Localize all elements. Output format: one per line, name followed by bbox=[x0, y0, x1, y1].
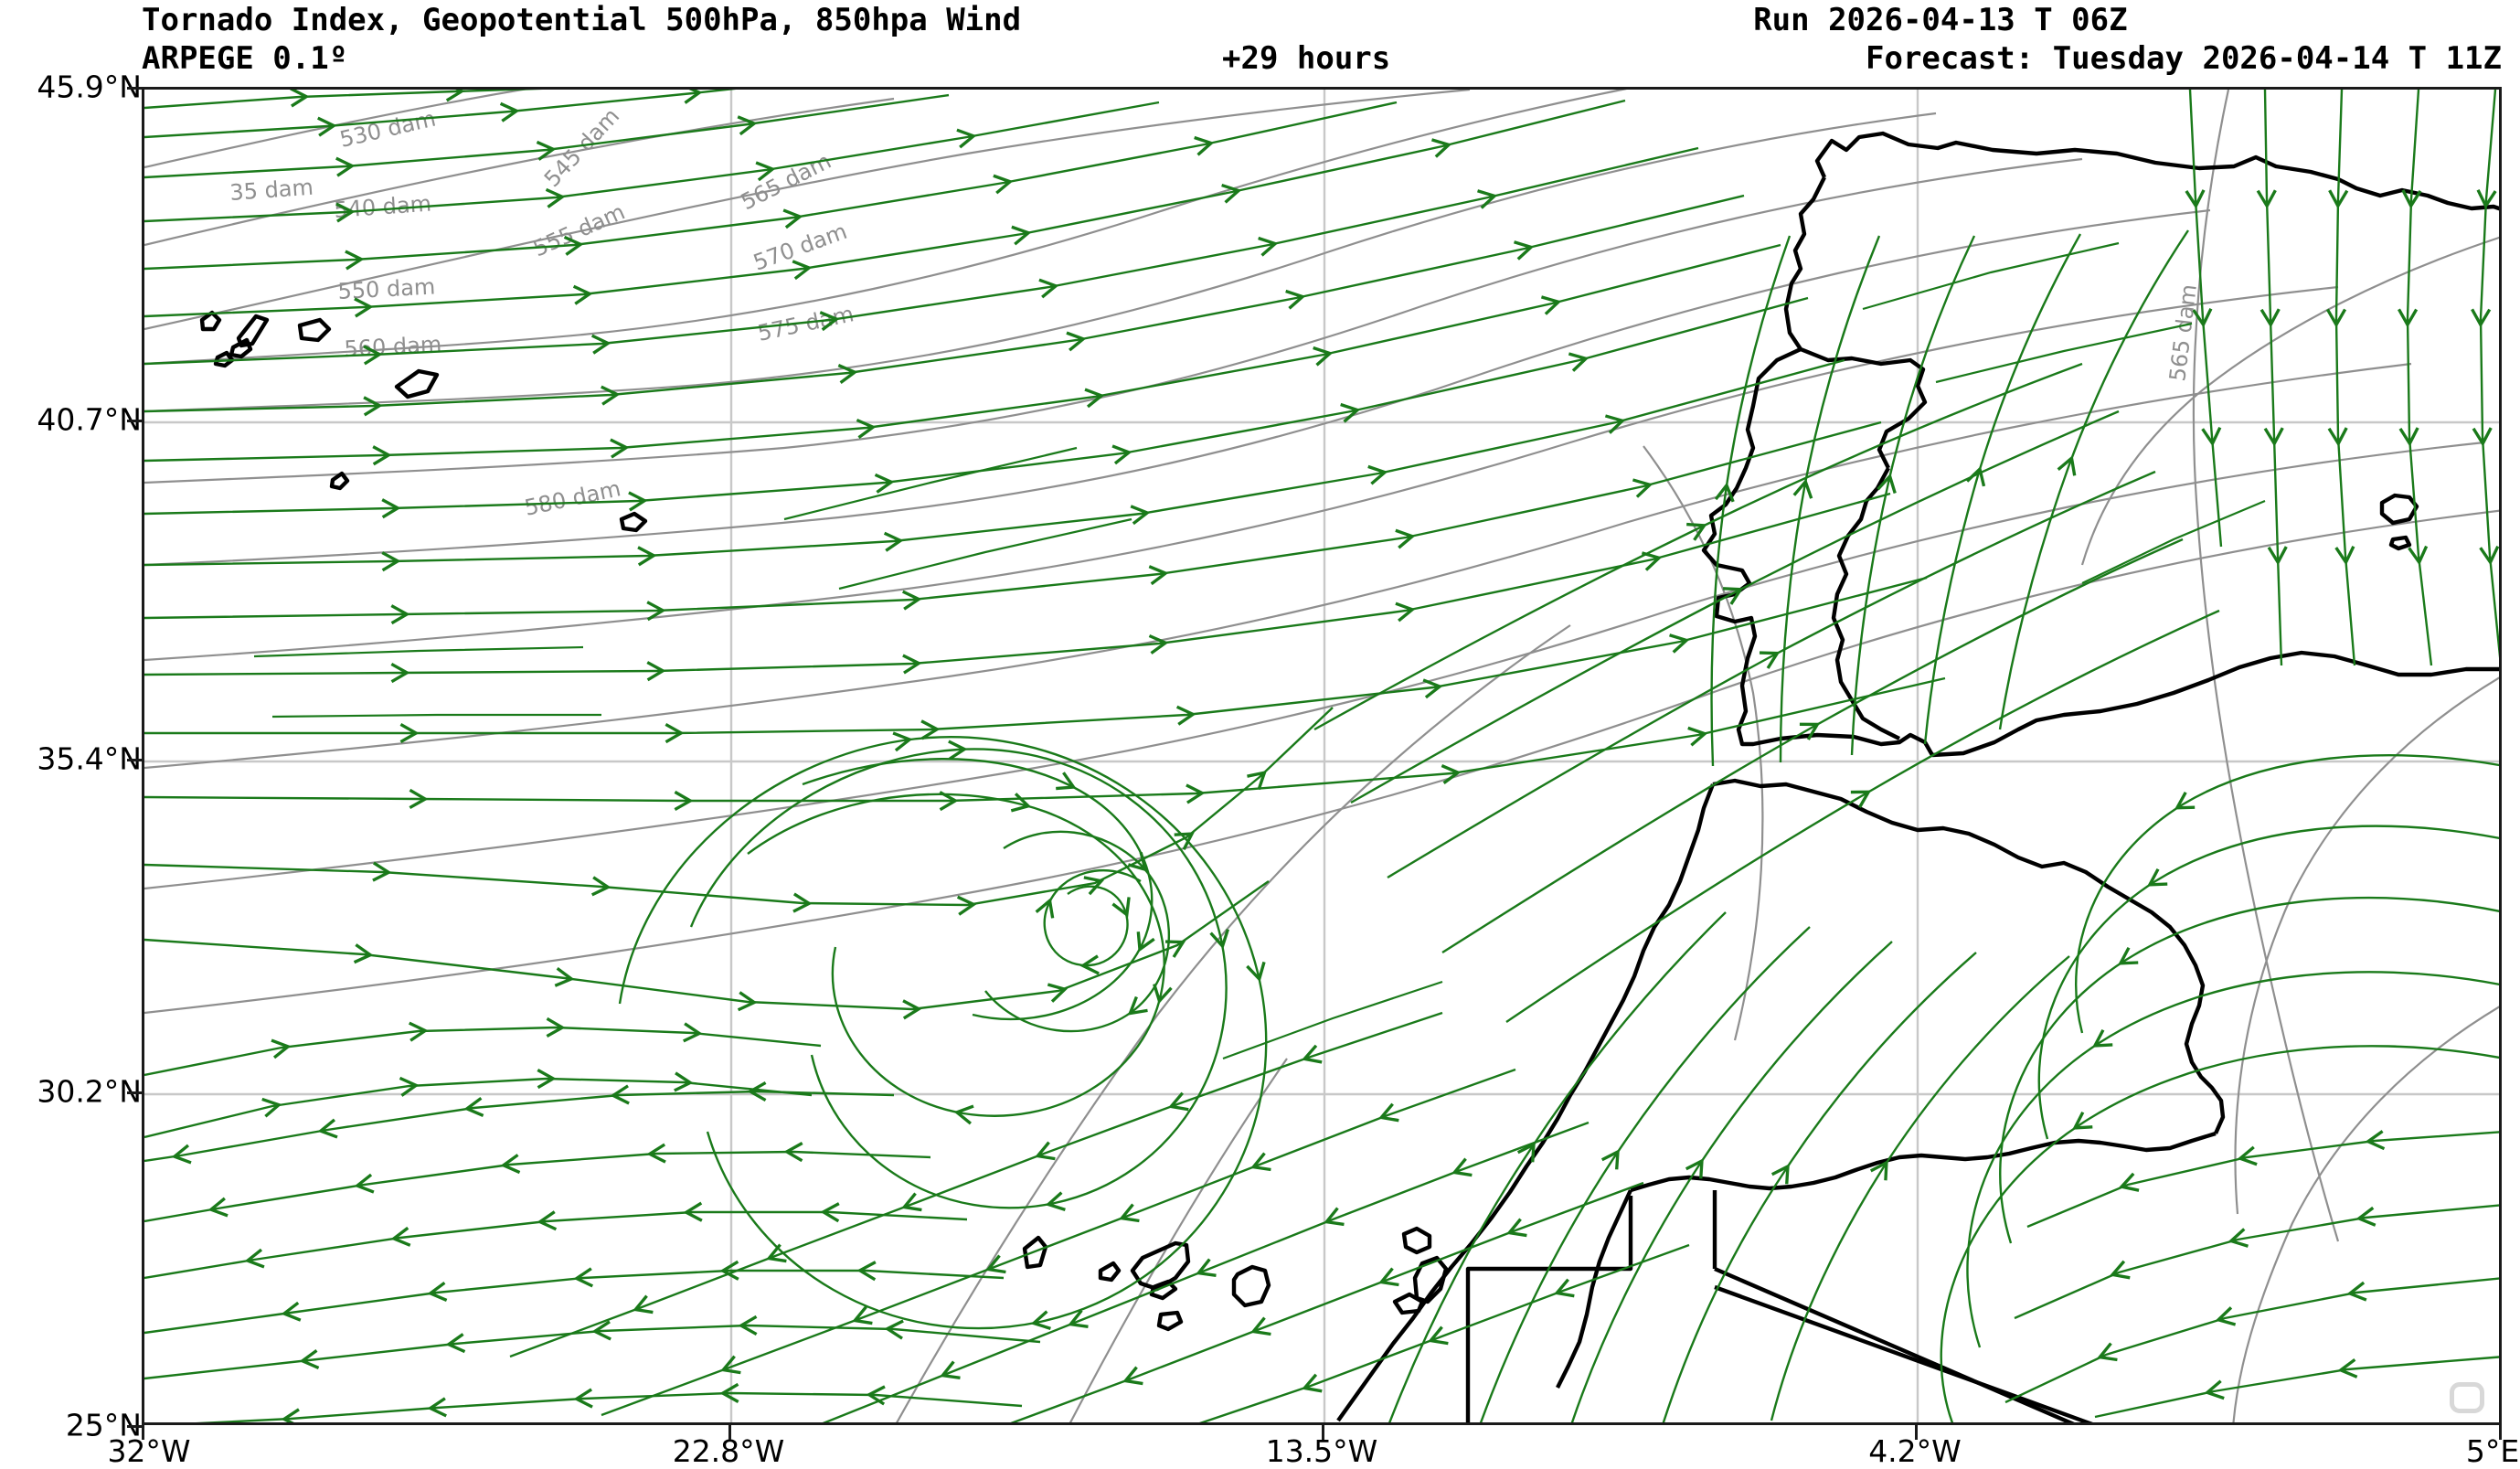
x-tick-label-5e: 5°E bbox=[2465, 1433, 2520, 1469]
svg-text:560 dam: 560 dam bbox=[344, 331, 442, 362]
geopotential-contours bbox=[144, 90, 2499, 1422]
y-tick-mark bbox=[127, 87, 142, 90]
y-tick-label-35-4n: 35.4°N bbox=[37, 740, 142, 777]
svg-text:580 dam: 580 dam bbox=[522, 475, 622, 521]
x-tick-mark bbox=[2499, 1425, 2502, 1440]
svg-text:35 dam: 35 dam bbox=[229, 175, 314, 206]
y-tick-mark bbox=[127, 759, 142, 761]
wind-streamlines bbox=[144, 90, 2499, 1422]
svg-text:545 dam: 545 dam bbox=[539, 103, 624, 192]
model-label: ARPEGE 0.1º bbox=[142, 40, 348, 77]
svg-text:555 dam: 555 dam bbox=[529, 198, 629, 261]
page-title: Tornado Index, Geopotential 500hPa, 850h… bbox=[142, 2, 1022, 38]
y-tick-mark bbox=[127, 1425, 142, 1428]
logo-watermark bbox=[2450, 1382, 2484, 1413]
svg-text:550 dam: 550 dam bbox=[337, 273, 436, 304]
y-tick-label-30-2n: 30.2°N bbox=[37, 1073, 142, 1110]
svg-text:570 dam: 570 dam bbox=[750, 218, 850, 276]
lead-time-label: +29 hours bbox=[1222, 40, 1391, 77]
forecast-time-label: Forecast: Tuesday 2026-04-14 T 11Z bbox=[1866, 40, 2502, 77]
map-canvas: 530 dam 35 dam 540 dam 545 dam 550 dam 5… bbox=[144, 90, 2499, 1422]
x-tick-mark bbox=[1915, 1425, 1918, 1440]
graticule bbox=[144, 90, 2499, 1422]
x-tick-mark bbox=[1322, 1425, 1324, 1440]
map-plot-area[interactable]: 530 dam 35 dam 540 dam 545 dam 550 dam 5… bbox=[142, 87, 2502, 1425]
x-tick-mark bbox=[142, 1425, 144, 1440]
wind-streamline-fragments bbox=[253, 241, 2266, 1060]
y-tick-mark bbox=[127, 1091, 142, 1094]
x-tick-label-32w: 32°W bbox=[107, 1433, 191, 1469]
x-tick-mark bbox=[728, 1425, 731, 1440]
y-tick-mark bbox=[127, 420, 142, 422]
svg-text:530 dam: 530 dam bbox=[337, 106, 438, 153]
y-tick-label-45-9n: 45.9°N bbox=[37, 69, 142, 105]
contour-labels: 530 dam 35 dam 540 dam 545 dam 550 dam 5… bbox=[229, 103, 2202, 521]
run-time-label: Run 2026-04-13 T 06Z bbox=[1753, 2, 2128, 38]
y-tick-label-40-7n: 40.7°N bbox=[37, 401, 142, 438]
